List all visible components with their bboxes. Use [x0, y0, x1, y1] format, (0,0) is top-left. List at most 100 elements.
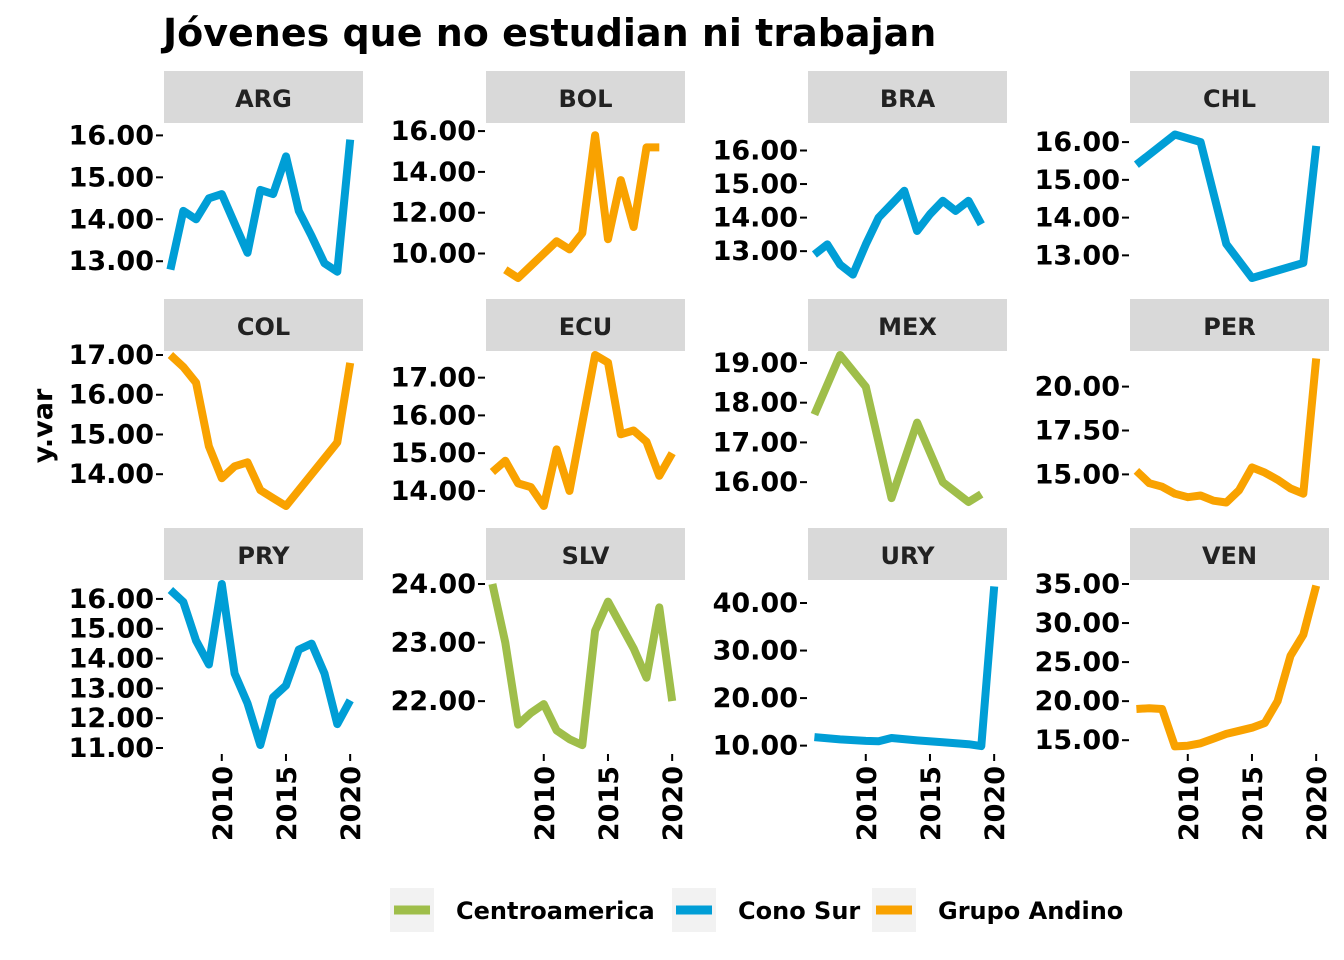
chart-title: Jóvenes que no estudian ni trabajan — [160, 11, 936, 55]
y-tick-label: 14.00 — [391, 157, 476, 188]
y-tick-label: 20.00 — [713, 683, 798, 714]
y-tick-label: 20.00 — [1035, 686, 1120, 717]
y-tick-label: 15.00 — [69, 614, 154, 645]
y-tick-label: 25.00 — [1035, 647, 1120, 678]
y-tick-label: 13.00 — [1035, 240, 1120, 271]
x-tick-label: 2020 — [980, 766, 1011, 841]
series-line-ven — [1136, 584, 1321, 751]
facet-ven: VEN 15.00 20.00 25.00 30.00 35.00 2010 2015 2020 — [1035, 528, 1333, 841]
y-tick-label: 15.00 — [69, 419, 154, 450]
series-line-arg — [166, 139, 355, 276]
facet-mex: MEX 16.00 17.00 18.00 19.00 — [713, 299, 1007, 506]
y-tick-label: 14.00 — [1035, 203, 1120, 234]
facet-strip-label: BOL — [559, 85, 613, 113]
facet-ecu: ECU 14.00 15.00 16.00 17.00 — [391, 299, 685, 510]
legend-label: Cono Sur — [738, 897, 860, 925]
legend-item: Centroamerica — [390, 888, 655, 932]
y-tick-label: 16.00 — [69, 584, 154, 615]
y-tick-label: 15.00 — [1035, 459, 1120, 490]
x-tick-label: 2015 — [272, 766, 303, 841]
y-tick-label: 16.00 — [1035, 127, 1120, 158]
y-tick-label: 17.00 — [391, 363, 476, 394]
y-tick-label: 15.00 — [1035, 165, 1120, 196]
y-tick-label: 35.00 — [1035, 569, 1120, 600]
facet-strip — [1130, 528, 1329, 580]
y-tick-label: 16.00 — [69, 380, 154, 411]
x-tick-label: 2010 — [1174, 766, 1205, 841]
facet-strip-label: CHL — [1203, 85, 1256, 113]
facet-strip — [808, 71, 1007, 123]
y-tick-label: 10.00 — [713, 731, 798, 762]
legend-label: Centroamerica — [456, 897, 655, 925]
y-tick-label: 15.00 — [1035, 725, 1120, 756]
series-line-pry — [167, 580, 354, 749]
x-tick-label: 2020 — [658, 766, 689, 841]
y-tick-label: 15.00 — [69, 162, 154, 193]
facet-strip — [164, 71, 363, 123]
y-tick-label: 17.50 — [1035, 416, 1120, 447]
series-line-ecu — [489, 351, 676, 510]
facet-strip — [164, 299, 363, 351]
x-tick-label: 2010 — [208, 766, 239, 841]
facet-bol: BOL 10.00 12.00 14.00 16.00 — [391, 71, 685, 282]
y-tick-label: 14.00 — [391, 476, 476, 507]
y-tick-label: 40.00 — [713, 588, 798, 619]
y-tick-label: 17.00 — [69, 340, 154, 371]
series-line-slv — [488, 583, 677, 750]
facet-strip-label: ARG — [235, 85, 292, 113]
y-tick-label: 16.00 — [713, 467, 798, 498]
legend-item: Grupo Andino — [872, 888, 1123, 932]
facet-ury: URY 10.00 20.00 30.00 40.00 2010 2015 2020 — [713, 528, 1011, 841]
y-axis-label: y.var — [28, 388, 59, 463]
facet-arg: ARG 13.00 14.00 15.00 16.00 — [69, 71, 363, 277]
facet-panels: ARG13.0014.0015.0016.00BOL10.0012.0014.0… — [69, 71, 1333, 841]
y-tick-label: 30.00 — [713, 636, 798, 667]
x-tick-label: 2010 — [852, 766, 883, 841]
x-tick-label: 2015 — [916, 766, 947, 841]
y-tick-label: 14.00 — [713, 203, 798, 234]
y-tick-label: 10.00 — [391, 239, 476, 270]
y-tick-label: 13.00 — [69, 673, 154, 704]
facet-slv: SLV 22.00 23.00 24.00 2010 2015 2020 — [391, 528, 689, 841]
y-tick-label: 16.00 — [391, 400, 476, 431]
y-tick-label: 30.00 — [1035, 608, 1120, 639]
facet-strip-label: SLV — [562, 542, 610, 570]
legend-label: Grupo Andino — [938, 897, 1123, 925]
series-line-bol — [503, 131, 660, 282]
y-tick-label: 22.00 — [391, 686, 476, 717]
facet-strip-label: PER — [1203, 313, 1255, 341]
x-tick-label: 2015 — [1238, 766, 1269, 841]
y-tick-label: 12.00 — [391, 198, 476, 229]
facet-strip — [486, 528, 685, 580]
x-tick-label: 2010 — [530, 766, 561, 841]
facet-per: PER 15.00 17.50 20.00 — [1035, 299, 1329, 507]
y-tick-label: 16.00 — [69, 120, 154, 151]
facet-chl: CHL 13.00 14.00 15.00 16.00 — [1035, 71, 1329, 282]
legend: Centroamerica Cono Sur Grupo Andino — [390, 888, 1123, 932]
y-tick-label: 11.00 — [69, 733, 154, 764]
y-tick-label: 18.00 — [713, 388, 798, 419]
series-line-ury — [814, 586, 999, 751]
facet-strip — [1130, 299, 1329, 351]
facet-strip — [1130, 71, 1329, 123]
facet-strip-label: COL — [237, 313, 290, 341]
facet-strip — [486, 71, 685, 123]
y-tick-label: 15.00 — [391, 438, 476, 469]
legend-item: Cono Sur — [672, 888, 860, 932]
facet-strip-label: BRA — [880, 85, 936, 113]
y-tick-label: 19.00 — [713, 348, 798, 379]
x-tick-label: 2020 — [336, 766, 367, 841]
y-tick-label: 24.00 — [391, 569, 476, 600]
y-tick-label: 23.00 — [391, 628, 476, 659]
series-line-chl — [1133, 130, 1321, 282]
series-line-per — [1133, 358, 1321, 507]
facet-strip — [164, 528, 363, 580]
y-tick-label: 20.00 — [1035, 372, 1120, 403]
facet-strip-label: URY — [880, 542, 935, 570]
y-tick-label: 13.00 — [69, 246, 154, 277]
y-tick-label: 17.00 — [713, 427, 798, 458]
x-tick-label: 2015 — [594, 766, 625, 841]
